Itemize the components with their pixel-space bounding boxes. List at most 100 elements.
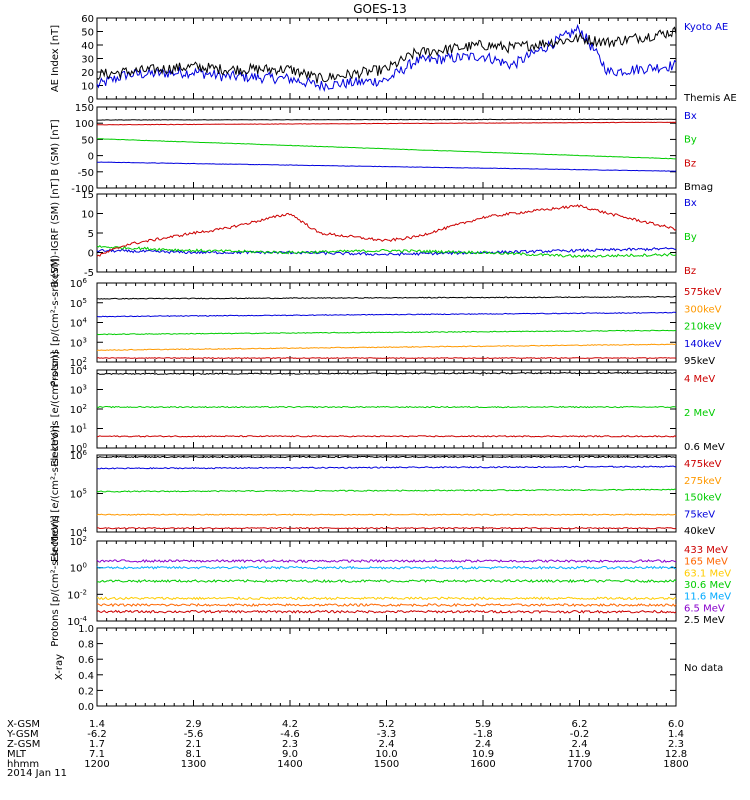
y-tick-label: 103 [70, 336, 87, 349]
y-tick-label: -5 [84, 268, 94, 279]
y-tick-label: 40 [81, 41, 94, 52]
series-line-bmag [97, 118, 677, 121]
y-tick-label: 103 [70, 384, 87, 397]
panel-bdiff: -5 0 5 10 15 B (SM)-IGRF (SM) [nT] Bx By Bz [50, 178, 697, 287]
ephemeris-value: -6.2 [87, 729, 107, 740]
legend-entry: Kyoto AE [684, 22, 728, 33]
panel-frame [96, 282, 677, 363]
y-axis-label: B (SM)-IGRF (SM) [nT] [50, 178, 61, 287]
ephemeris-value: 4.2 [282, 719, 298, 730]
legend-entry: 40keV [684, 526, 715, 537]
y-tick-label: 0.2 [78, 686, 94, 697]
y-axis-label: B (SM) [nT] [50, 119, 61, 175]
series-line-150kev [96, 488, 677, 493]
y-axis-label: Electrons [e/(cm²-s-sr)] [50, 351, 61, 467]
legend-entry: Bmag [684, 182, 713, 193]
legend-entry: 210keV [684, 322, 722, 333]
series-line-63-1-mev [97, 596, 677, 601]
ephemeris-value: 2.3 [282, 739, 298, 750]
series-line-bx [96, 161, 677, 172]
ephemeris-value: -4.6 [280, 729, 300, 740]
legend-entry: 11.6 MeV [684, 592, 731, 603]
ephemeris-value: 2.1 [186, 739, 202, 750]
panel-bfield: -100 -50 0 50 100 150 B (SM) [nT] Bx By Bz Bmag [50, 103, 713, 195]
series-line-by [96, 244, 677, 259]
ephemeris-value: 1200 [84, 759, 109, 770]
y-axis-label: X-ray [54, 654, 65, 680]
series-line-165-mev [96, 602, 677, 608]
y-tick-label: 0.4 [78, 671, 94, 682]
series-line-40kev [96, 455, 676, 459]
y-axis-label: Protons [p/(cm²-s-sr-MeV)] [50, 515, 61, 647]
legend-entry: 30.6 MeV [684, 580, 731, 591]
series-line-30-6-mev [96, 578, 677, 584]
ephemeris-value: 1800 [663, 759, 688, 770]
y-tick-label: 30 [81, 55, 94, 66]
series-line-2-mev [96, 405, 677, 409]
panel-frame [96, 627, 677, 707]
y-tick-label: 101 [70, 423, 87, 436]
time-axis-table: X-GSM 1.4 2.9 4.2 5.2 5.9 6.2 6.0 Y-GSM -6.2 -5.6 -… [6, 719, 689, 779]
legend-entry: Themis AE [683, 93, 737, 104]
ephemeris-row-label: X-GSM [7, 719, 40, 730]
series-line-themis-ae [96, 26, 677, 84]
y-tick-label: 50 [81, 135, 94, 146]
legend-entry: 433 MeV [684, 545, 728, 556]
ephemeris-row-label: MLT [7, 749, 27, 760]
y-axis-label: Protons [p/(cm²-s-sr-keV)] [50, 258, 61, 386]
y-tick-label: 104 [70, 317, 88, 330]
series-line-bz [96, 204, 677, 257]
y-tick-label: 0 [88, 152, 94, 163]
series-line-575kev [96, 357, 677, 359]
y-tick-label: 150 [75, 103, 94, 114]
ephemeris-value: -3.3 [377, 729, 397, 740]
series-line-140kev [96, 311, 677, 318]
ephemeris-value: 1600 [470, 759, 495, 770]
series-line-bz [96, 121, 677, 126]
legend-entry: 275keV [684, 476, 722, 487]
panel-ae: 0 10 20 30 40 50 60 AE Index [nT] Kyoto AE Themis… [50, 14, 737, 106]
ephemeris-value: 1.4 [668, 729, 684, 740]
panel-xray: 0.0 0.2 0.4 0.6 0.8 1.0 X-ray No data [54, 624, 723, 713]
ephemeris-value: -5.6 [184, 729, 204, 740]
legend-entry: Bx [684, 111, 697, 122]
legend-entry: 300keV [684, 304, 722, 315]
series-line-6-5-mev [96, 559, 677, 564]
ephemeris-value: 10.0 [375, 749, 397, 760]
legend-entry: By [684, 135, 697, 146]
ephemeris-value: -0.2 [570, 729, 590, 740]
ephemeris-value: 1.7 [89, 739, 105, 750]
y-tick-label: 0 [88, 95, 94, 106]
ephemeris-value: 12.8 [665, 749, 687, 760]
ephemeris-row-label: hhmm [7, 759, 39, 770]
series-line-475kev [96, 527, 677, 530]
ephemeris-value: 6.0 [668, 719, 684, 730]
legend-entry: 140keV [684, 339, 722, 350]
ephemeris-value: 11.9 [568, 749, 590, 760]
series-line-95kev [96, 295, 677, 300]
y-tick-label: 105 [70, 488, 87, 501]
ephemeris-value: -1.8 [473, 729, 493, 740]
no-data-note: No data [684, 663, 723, 674]
ephemeris-value: 1400 [277, 759, 302, 770]
ephemeris-value: 10.9 [472, 749, 494, 760]
ephemeris-value: 6.2 [572, 719, 588, 730]
y-tick-label: 0.0 [78, 702, 94, 713]
y-tick-label: 20 [81, 68, 94, 79]
series-line-75kev [96, 465, 677, 470]
y-tick-label: 1.0 [78, 624, 94, 635]
y-tick-label: 0.6 [78, 655, 94, 666]
ephemeris-value: 9.0 [282, 749, 298, 760]
legend-entry: Bx [684, 198, 697, 209]
y-tick-label: 10 [81, 82, 94, 93]
series-line-kyoto-ae [96, 23, 677, 93]
ephemeris-value: 5.2 [379, 719, 395, 730]
legend-entry: 6.5 MeV [684, 603, 725, 614]
ephemeris-row-label: Y-GSM [6, 729, 39, 740]
plot-title: GOES-13 [353, 2, 407, 16]
ephemeris-value: 8.1 [186, 749, 202, 760]
